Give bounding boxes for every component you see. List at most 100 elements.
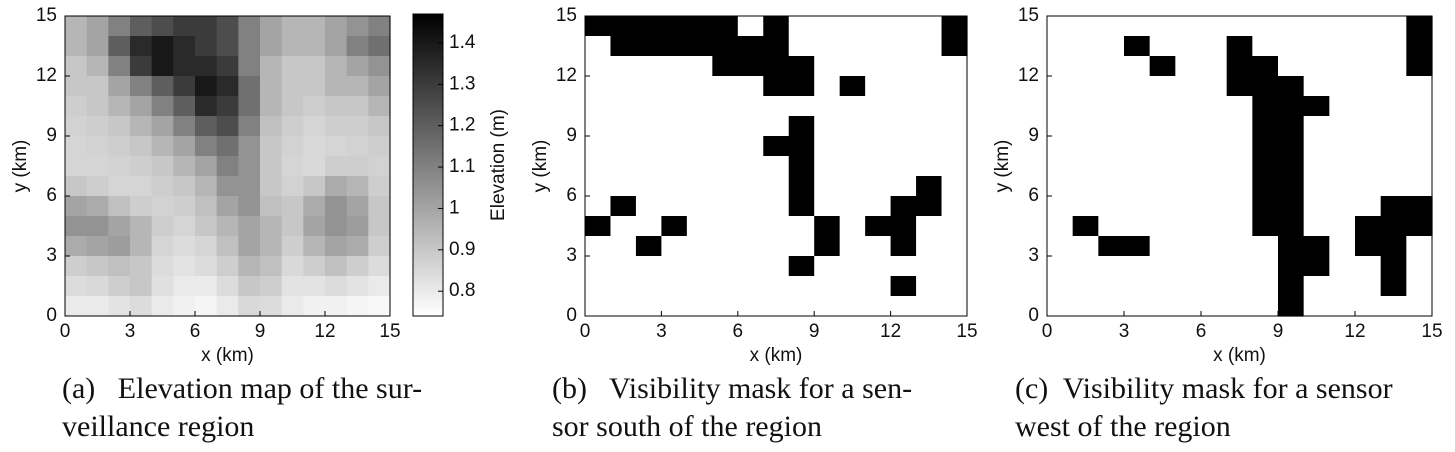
heatmap-cell [1047, 176, 1074, 197]
heatmap-cell [281, 36, 304, 57]
heatmap-cell [1278, 216, 1305, 237]
heatmap-cell [260, 196, 283, 217]
heatmap-cell [916, 76, 943, 97]
heatmap-cell [1175, 156, 1202, 177]
heatmap-cell [661, 296, 688, 317]
heatmap-cell [712, 156, 739, 177]
heatmap-cell [1406, 76, 1433, 97]
heatmap-cell [686, 256, 713, 277]
heatmap-cell [281, 296, 304, 317]
heatmap-cell [151, 56, 174, 77]
heatmap-cell [865, 196, 892, 217]
heatmap-cell [260, 116, 283, 137]
heatmap-cell [839, 196, 866, 217]
heatmap-cell [916, 56, 943, 77]
heatmap-cell [65, 216, 88, 237]
heatmap-cell [890, 56, 917, 77]
heatmap-cell [763, 296, 790, 317]
heatmap-cell [661, 156, 688, 177]
heatmap-cell [814, 276, 841, 297]
heatmap-cell [1124, 296, 1151, 317]
heatmap-cell [737, 116, 764, 137]
heatmap-cell [941, 56, 968, 77]
heatmap-cell [216, 176, 239, 197]
heatmap-cell [346, 156, 369, 177]
colorbar-tick-label: 0.8 [449, 280, 475, 301]
heatmap-cell [303, 276, 326, 297]
heatmap-cell [610, 196, 637, 217]
y-tick-label: 9 [1028, 125, 1039, 146]
heatmap-cell [1072, 156, 1099, 177]
heatmap-cell [686, 296, 713, 317]
heatmap-cell [890, 76, 917, 97]
heatmap-cell [281, 96, 304, 117]
heatmap-cell [941, 236, 968, 257]
heatmap-cell [712, 236, 739, 257]
colorbar-tick-label: 1.1 [449, 156, 475, 177]
heatmap-cell [65, 56, 88, 77]
heatmap-cell [86, 76, 109, 97]
heatmap-cell [281, 56, 304, 77]
heatmap-cell [1226, 56, 1253, 77]
heatmap-cell [1278, 16, 1305, 37]
x-axis-label: x (km) [1213, 345, 1266, 366]
heatmap-cell [1252, 76, 1279, 97]
heatmap-cell [763, 256, 790, 277]
heatmap-cell [916, 296, 943, 317]
heatmap-cell [346, 276, 369, 297]
caption: sor south of the region [552, 410, 822, 443]
heatmap-cell [737, 16, 764, 37]
heatmap-cell [151, 276, 174, 297]
heatmap-cell [1175, 76, 1202, 97]
heatmap-cell [788, 56, 815, 77]
heatmap-cell [814, 296, 841, 317]
heatmap-cell [686, 96, 713, 117]
heatmap-cell [610, 216, 637, 237]
heatmap-cell [195, 96, 218, 117]
heatmap-cell [195, 256, 218, 277]
heatmap-cell [238, 276, 261, 297]
heatmap-cell [1406, 196, 1433, 217]
heatmap-cell [216, 156, 239, 177]
caption: west of the region [1015, 410, 1231, 443]
heatmap-cell [325, 276, 348, 297]
heatmap-cell [865, 136, 892, 157]
heatmap-cell [238, 16, 261, 37]
heatmap-cell [86, 36, 109, 57]
heatmap-cell [1098, 16, 1125, 37]
heatmap-cell [941, 196, 968, 217]
heatmap-cell [346, 36, 369, 57]
heatmap-cell [865, 256, 892, 277]
heatmap-cell [108, 76, 131, 97]
heatmap-cell [865, 96, 892, 117]
heatmap-cell [1201, 16, 1228, 37]
heatmap-cell [325, 236, 348, 257]
heatmap-cell [368, 296, 391, 317]
heatmap-cell [737, 256, 764, 277]
heatmap-cell [1380, 76, 1407, 97]
x-tick-label: 3 [656, 321, 667, 342]
heatmap-cell [585, 176, 612, 197]
heatmap-cell [1226, 216, 1253, 237]
heatmap-cell [238, 156, 261, 177]
heatmap-cell [65, 16, 88, 37]
heatmap-cell [585, 116, 612, 137]
heatmap-cell [635, 36, 662, 57]
heatmap-cell [865, 156, 892, 177]
heatmap-cell [1175, 36, 1202, 57]
heatmap-cell [1355, 96, 1382, 117]
heatmap-cell [1098, 76, 1125, 97]
heatmap-cell [86, 116, 109, 137]
heatmap-cell [1098, 36, 1125, 57]
heatmap-cell [1252, 116, 1279, 137]
heatmap-cell [712, 56, 739, 77]
heatmap-cell [130, 216, 153, 237]
heatmap-cell [1355, 36, 1382, 57]
heatmap-cell [1149, 156, 1176, 177]
heatmap-cell [1072, 36, 1099, 57]
heatmap-cell [325, 56, 348, 77]
heatmap-cell [65, 156, 88, 177]
heatmap-cell [1175, 136, 1202, 157]
heatmap-cell [1047, 276, 1074, 297]
heatmap-cell [108, 16, 131, 37]
